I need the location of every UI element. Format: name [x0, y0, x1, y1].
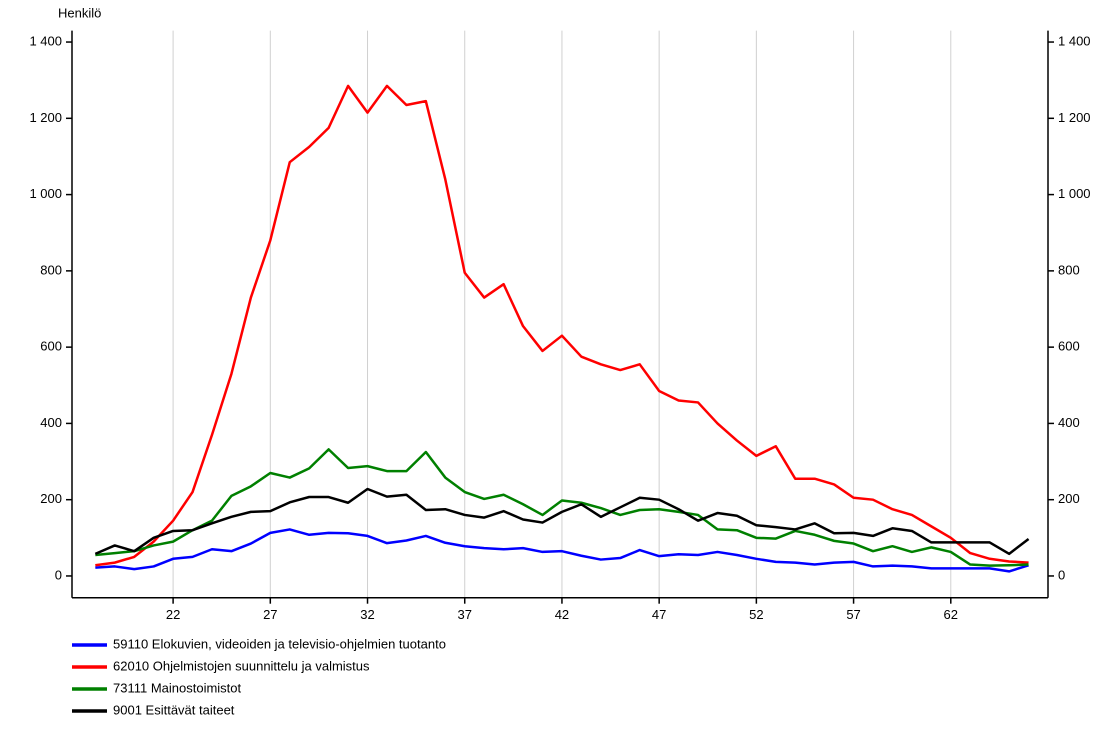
x-tick-label: 47: [652, 607, 666, 622]
series-line: [95, 84, 1029, 567]
y2-tick-label: 600: [1058, 339, 1080, 354]
y-tick-label: 1 000: [29, 186, 62, 201]
y-tick-label: 600: [40, 339, 62, 354]
y-tick-label: 200: [40, 491, 62, 506]
y2-tick-label: 400: [1058, 415, 1080, 430]
legend-label: 59110 Elokuvien, videoiden ja televisio-…: [113, 636, 446, 651]
y2-tick-label: 1 400: [1058, 33, 1091, 48]
y-tick-label: 1 200: [29, 110, 62, 125]
y-tick-label: 400: [40, 415, 62, 430]
x-tick-label: 52: [749, 607, 763, 622]
x-tick-label: 62: [944, 607, 958, 622]
y-tick-label: 0: [55, 567, 62, 582]
x-tick-label: 27: [263, 607, 277, 622]
series-line: [95, 448, 1029, 567]
series-line: [94, 487, 1030, 556]
y-axis-title: Henkilö: [58, 5, 101, 20]
y2-tick-label: 0: [1058, 567, 1065, 582]
x-tick-label: 32: [360, 607, 374, 622]
y2-tick-label: 1 200: [1058, 110, 1091, 125]
legend-label: 62010 Ohjelmistojen suunnittelu ja valmi…: [113, 658, 370, 673]
y2-tick-label: 200: [1058, 491, 1080, 506]
x-tick-label: 57: [846, 607, 860, 622]
legend-label: 9001 Esittävät taiteet: [113, 702, 235, 717]
y2-tick-label: 800: [1058, 262, 1080, 277]
x-tick-label: 37: [457, 607, 471, 622]
x-tick-label: 22: [166, 607, 180, 622]
x-tick-label: 42: [555, 607, 569, 622]
y2-tick-label: 1 000: [1058, 186, 1091, 201]
y-tick-label: 800: [40, 262, 62, 277]
series-line: [95, 528, 1029, 573]
y-tick-label: 1 400: [29, 33, 62, 48]
legend-label: 73111 Mainostoimistot: [113, 680, 242, 695]
